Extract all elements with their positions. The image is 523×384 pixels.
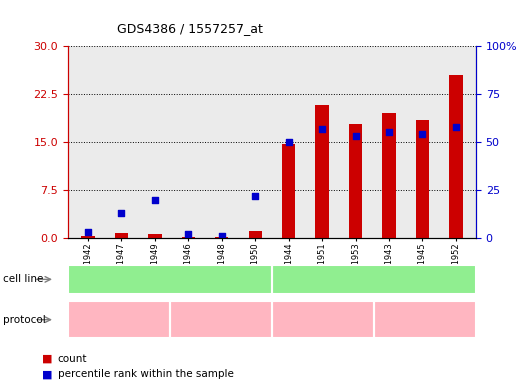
Point <box>351 133 360 139</box>
Text: dominant-negative Tcf4,
induced: dominant-negative Tcf4, induced <box>374 310 476 329</box>
Text: Ls174T-L8: Ls174T-L8 <box>348 274 400 285</box>
Text: dominant-negative Tcf4,
uninduced: dominant-negative Tcf4, uninduced <box>272 310 374 329</box>
Bar <box>115 233 128 238</box>
Text: protocol: protocol <box>3 314 46 325</box>
Point <box>385 129 393 136</box>
Bar <box>349 124 362 238</box>
Text: ■: ■ <box>42 354 52 364</box>
Bar <box>315 105 329 238</box>
Text: percentile rank within the sample: percentile rank within the sample <box>58 369 233 379</box>
Point <box>218 233 226 239</box>
Bar <box>282 144 295 238</box>
Point <box>151 197 159 203</box>
Point <box>184 231 192 237</box>
Bar <box>148 233 162 238</box>
Point <box>418 131 427 137</box>
Bar <box>449 75 462 238</box>
Bar <box>82 236 95 238</box>
Bar <box>181 237 195 238</box>
Text: β-catenin shRNA,
induced: β-catenin shRNA, induced <box>185 310 257 329</box>
Point <box>452 124 460 130</box>
Text: ■: ■ <box>42 369 52 379</box>
Point <box>117 210 126 216</box>
Text: GDS4386 / 1557257_at: GDS4386 / 1557257_at <box>118 22 263 35</box>
Bar <box>382 113 396 238</box>
Point <box>251 193 259 199</box>
Text: count: count <box>58 354 87 364</box>
Point <box>285 139 293 145</box>
Bar <box>416 120 429 238</box>
Text: Ls174T-pTER-β-catenin: Ls174T-pTER-β-catenin <box>110 274 230 285</box>
Text: β-catenin shRNA,
uninduced: β-catenin shRNA, uninduced <box>83 310 155 329</box>
Bar <box>248 231 262 238</box>
Text: cell line: cell line <box>3 274 43 285</box>
Point <box>84 229 92 235</box>
Point <box>318 126 326 132</box>
Bar <box>215 237 229 238</box>
